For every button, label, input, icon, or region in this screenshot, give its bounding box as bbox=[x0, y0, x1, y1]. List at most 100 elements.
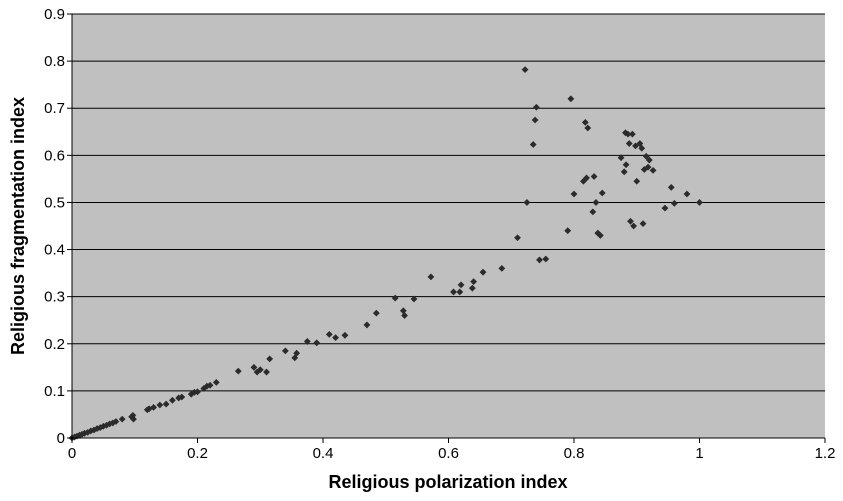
x-tick-label: 0.2 bbox=[187, 445, 208, 462]
data-point bbox=[671, 199, 678, 207]
data-point bbox=[667, 183, 675, 191]
x-tick-label: 0.6 bbox=[438, 445, 459, 462]
y-tick-label: 0.8 bbox=[44, 53, 65, 70]
tick-labels: 0 0.2 0.4 0.6 0.8 1 1.2 0 0.1 0.2 0.3 0.4 0.5 0.6 0.7 0… bbox=[44, 6, 835, 462]
data-point bbox=[661, 204, 669, 212]
data-point bbox=[293, 349, 301, 357]
data-point bbox=[325, 330, 333, 338]
data-point bbox=[596, 232, 604, 239]
y-tick-label: 0.6 bbox=[44, 147, 65, 164]
data-point bbox=[178, 393, 186, 401]
data-point bbox=[150, 403, 157, 411]
data-point bbox=[99, 422, 107, 430]
data-point bbox=[570, 190, 578, 198]
data-point bbox=[234, 367, 242, 375]
data-point bbox=[303, 338, 311, 345]
data-point bbox=[628, 130, 636, 138]
data-point bbox=[645, 156, 653, 164]
data-point bbox=[625, 140, 633, 147]
y-tick-label: 0.7 bbox=[44, 100, 65, 117]
data-point bbox=[456, 288, 464, 296]
data-point bbox=[479, 268, 487, 276]
data-point bbox=[630, 222, 638, 230]
data-point bbox=[129, 411, 137, 419]
x-tick-label: 0.8 bbox=[564, 445, 585, 462]
data-point bbox=[683, 190, 691, 198]
data-point bbox=[622, 161, 630, 169]
y-tick-label: 0.3 bbox=[44, 289, 65, 306]
data-point bbox=[206, 381, 214, 389]
data-point bbox=[281, 347, 289, 355]
data-point bbox=[542, 255, 550, 263]
data-point bbox=[598, 189, 606, 197]
data-point bbox=[696, 199, 703, 206]
data-point bbox=[256, 366, 264, 374]
data-point bbox=[529, 141, 537, 148]
data-point bbox=[620, 168, 628, 176]
data-point bbox=[212, 379, 220, 386]
data-point bbox=[649, 167, 657, 174]
data-point bbox=[617, 154, 625, 162]
data-point bbox=[536, 256, 543, 264]
data-point bbox=[639, 220, 647, 228]
data-point bbox=[624, 130, 632, 138]
y-tick-label: 0.2 bbox=[44, 336, 65, 353]
plot-area bbox=[72, 14, 825, 438]
data-point bbox=[401, 312, 408, 319]
data-point bbox=[130, 415, 137, 423]
data-point bbox=[332, 334, 339, 342]
data-point bbox=[592, 199, 600, 206]
data-point bbox=[532, 103, 540, 111]
y-tick-label: 0.9 bbox=[44, 6, 65, 23]
data-point bbox=[399, 307, 407, 315]
data-point bbox=[584, 124, 592, 132]
data-point bbox=[567, 95, 575, 103]
data-point bbox=[468, 284, 476, 292]
data-point bbox=[457, 281, 465, 289]
data-point bbox=[76, 431, 83, 439]
data-point bbox=[589, 208, 597, 216]
y-tick-label: 0.5 bbox=[44, 194, 65, 211]
y-tick-label: 0.4 bbox=[44, 242, 65, 259]
data-point bbox=[112, 418, 120, 425]
data-point bbox=[583, 174, 590, 182]
data-point bbox=[169, 396, 176, 404]
data-point bbox=[470, 278, 477, 285]
data-point bbox=[194, 388, 201, 396]
data-point bbox=[627, 217, 634, 225]
data-point bbox=[250, 363, 258, 371]
data-point bbox=[341, 331, 349, 339]
data-point bbox=[372, 309, 380, 317]
data-point bbox=[633, 177, 641, 185]
data-point bbox=[523, 199, 531, 206]
data-point bbox=[200, 385, 208, 392]
data-point bbox=[638, 144, 646, 152]
data-point bbox=[109, 419, 117, 427]
data-point bbox=[156, 401, 164, 409]
data-point bbox=[96, 424, 104, 432]
x-tick-label: 1 bbox=[695, 445, 703, 462]
y-tick-label: 0.1 bbox=[44, 383, 65, 400]
data-point bbox=[162, 400, 170, 408]
data-points bbox=[68, 66, 703, 442]
data-point bbox=[313, 339, 321, 347]
axes bbox=[67, 13, 826, 443]
data-point bbox=[391, 294, 399, 302]
data-point bbox=[263, 368, 270, 376]
y-axis-title: Religious fragmentation index bbox=[8, 97, 28, 355]
x-tick-label: 1.2 bbox=[815, 445, 836, 462]
data-point bbox=[118, 415, 126, 423]
gridlines bbox=[72, 13, 825, 392]
x-axis-title: Religious polarization index bbox=[328, 472, 567, 492]
data-point bbox=[581, 118, 589, 126]
x-tick-label: 0 bbox=[68, 445, 76, 462]
data-point bbox=[514, 234, 521, 242]
x-tick-label: 0.4 bbox=[313, 445, 334, 462]
y-tick-label: 0 bbox=[57, 430, 65, 447]
data-point bbox=[531, 116, 539, 124]
data-point bbox=[590, 173, 598, 180]
data-point bbox=[266, 355, 274, 363]
data-point bbox=[450, 288, 457, 296]
